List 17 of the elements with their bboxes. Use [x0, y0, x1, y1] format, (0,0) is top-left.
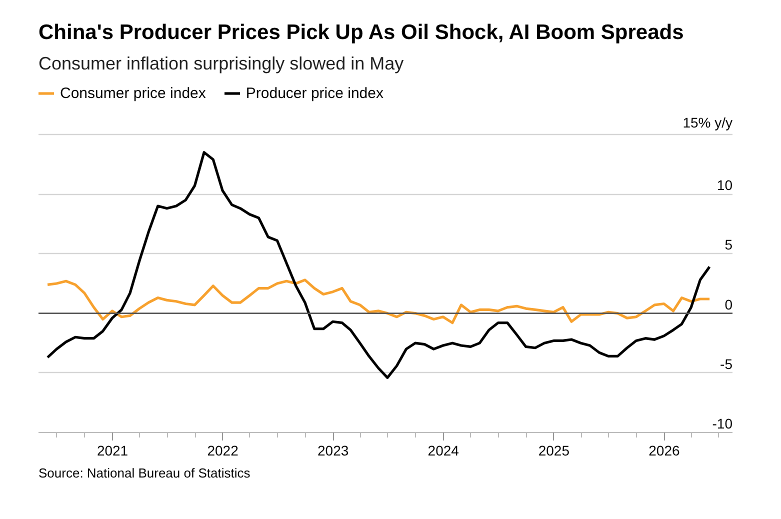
legend-label: Consumer price index	[60, 84, 206, 102]
x-tick-label: 2021	[96, 442, 128, 458]
x-tick-label: 2024	[428, 442, 460, 458]
source-note: Source: National Bureau of Statistics	[38, 466, 251, 480]
y-tick-label: 15% y/y	[682, 114, 733, 130]
x-tick-label: 2025	[538, 442, 570, 458]
y-tick-label: -5	[720, 356, 733, 372]
x-tick-label: 2026	[648, 442, 680, 458]
y-tick-label: 5	[724, 236, 733, 253]
y-tick-label: -10	[712, 416, 733, 432]
legend-label: Producer price index	[246, 84, 384, 102]
x-tick-label: 2022	[207, 442, 239, 458]
x-tick-label: 2023	[318, 442, 349, 458]
chart-title: China's Producer Prices Pick Up As Oil Shock, AI Boom Spreads	[38, 21, 684, 44]
chart-subtitle: Consumer inflation surprisingly slowed in May	[38, 54, 404, 74]
y-tick-label: 0	[724, 296, 733, 312]
y-tick-label: 10	[716, 177, 733, 194]
